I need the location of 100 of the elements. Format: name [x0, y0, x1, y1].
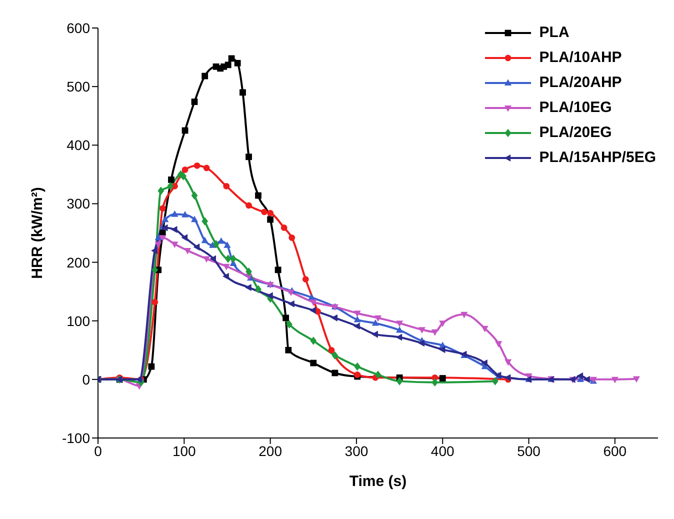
legend-label: PLA/10AHP [539, 49, 622, 66]
point [504, 359, 512, 366]
point [182, 166, 188, 173]
point [372, 330, 378, 338]
point [287, 290, 295, 296]
y-tick-label: -100 [62, 430, 90, 446]
point [212, 240, 220, 248]
x-tick-label: 400 [430, 442, 455, 459]
point [222, 264, 230, 270]
point [266, 292, 273, 300]
y-tick-label: 200 [66, 254, 90, 270]
point [246, 202, 252, 209]
point [154, 242, 162, 248]
point [168, 176, 174, 183]
point [431, 329, 438, 336]
legend-label: PLA/10EG [539, 99, 612, 116]
point [418, 327, 426, 334]
y-tick-label: 400 [66, 137, 90, 154]
point [354, 362, 361, 371]
point [230, 254, 236, 263]
point [184, 248, 192, 254]
point [353, 322, 360, 330]
point [244, 284, 252, 291]
point [222, 272, 229, 280]
point [171, 242, 178, 248]
point [396, 326, 404, 333]
point [396, 334, 402, 341]
point [280, 224, 288, 231]
point [255, 192, 262, 199]
point [372, 319, 379, 326]
x-tick-label: 500 [517, 442, 541, 459]
point [224, 62, 232, 68]
y-tick-label: 500 [66, 78, 90, 95]
point [203, 164, 210, 172]
point [194, 162, 200, 169]
point [267, 210, 274, 216]
legend-label: PLA/15AHP/5EG [539, 149, 656, 166]
point [331, 314, 338, 322]
point [240, 89, 246, 96]
x-tick-label: 600 [603, 442, 627, 459]
point [310, 336, 317, 345]
x-tick-label: 300 [344, 442, 368, 459]
point [152, 298, 158, 306]
point [274, 266, 282, 274]
point [584, 376, 590, 383]
legend-label: PLA/20EG [539, 124, 612, 141]
legend-label: PLA/20AHP [539, 74, 622, 91]
point [201, 236, 208, 244]
point [439, 320, 446, 328]
point [632, 376, 640, 383]
point [161, 224, 168, 232]
point [288, 234, 296, 241]
point [193, 244, 200, 251]
point [167, 182, 174, 190]
x-tick-label: 0 [94, 442, 102, 459]
point [332, 370, 338, 376]
point [495, 341, 502, 348]
point [210, 255, 216, 262]
point [611, 376, 618, 384]
point [481, 326, 488, 332]
x-tick-label: 200 [258, 442, 282, 459]
point [148, 363, 155, 370]
point [310, 300, 317, 306]
point [439, 375, 446, 382]
point [181, 211, 189, 218]
point [374, 315, 382, 322]
point [154, 234, 162, 240]
point [234, 60, 241, 66]
legend-label: PLA [539, 24, 570, 41]
point [180, 172, 186, 180]
point [438, 346, 446, 354]
point [354, 316, 361, 322]
x-axis-title: Time (s) [349, 473, 407, 490]
point [576, 372, 584, 380]
point [224, 241, 231, 248]
point [285, 346, 292, 354]
point [302, 276, 309, 282]
point [460, 312, 468, 318]
point [218, 237, 225, 244]
point [203, 256, 210, 263]
point [191, 191, 198, 200]
point [159, 205, 166, 212]
point [202, 72, 208, 80]
point [480, 360, 488, 367]
point [255, 285, 262, 294]
point [261, 208, 268, 216]
point [181, 234, 188, 242]
point [171, 210, 178, 217]
point [162, 216, 169, 222]
point [374, 370, 382, 379]
y-tick-label: 0 [82, 371, 90, 388]
point [492, 377, 498, 386]
point [202, 217, 208, 226]
point [224, 254, 232, 263]
point [286, 320, 292, 329]
point [332, 351, 338, 360]
point [418, 340, 424, 347]
point [152, 266, 158, 274]
y-tick-label: 100 [66, 312, 90, 329]
point [246, 154, 252, 160]
